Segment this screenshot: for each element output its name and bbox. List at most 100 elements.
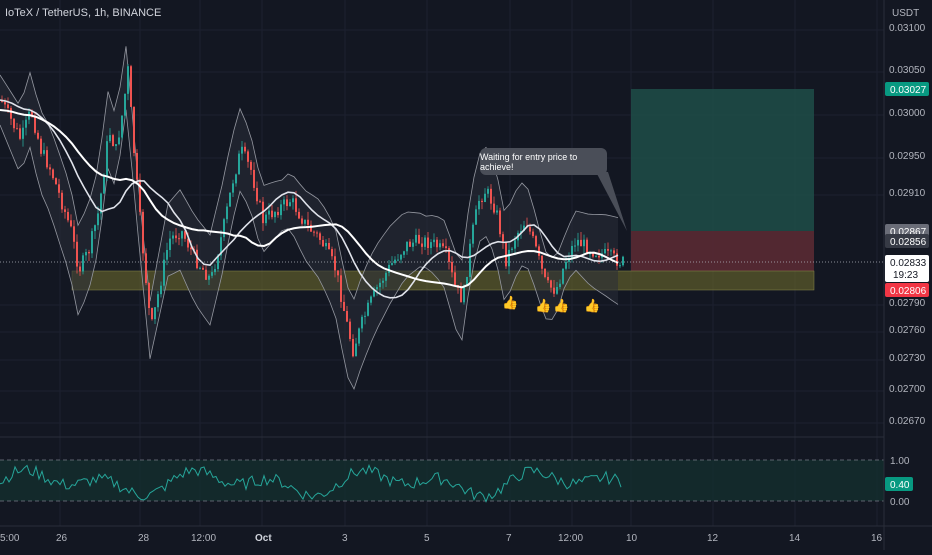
candle-body (118, 137, 120, 145)
candle-body (52, 169, 54, 179)
candle-body (580, 239, 582, 247)
price-tick: 0.03100 (889, 23, 926, 34)
candle-body (577, 239, 579, 246)
oscillator-value-badge (885, 477, 913, 491)
candle-body (553, 287, 555, 294)
candle-body (598, 255, 600, 258)
candle-body (100, 193, 102, 214)
candle-body (214, 269, 216, 273)
candle-body (274, 211, 276, 218)
symbol-title[interactable]: IoTeX / TetherUS, 1h, BINANCE (5, 7, 162, 19)
candle-body (205, 269, 207, 280)
candle-body (328, 243, 330, 250)
candle-body (307, 219, 309, 225)
candle-body (337, 270, 339, 276)
candle-body (505, 241, 507, 267)
candle-body (364, 315, 366, 317)
candle-body (481, 200, 483, 203)
time-label: 5:00 (0, 533, 20, 544)
candle-body (547, 276, 549, 281)
candle-body (79, 266, 81, 272)
candle-body (283, 199, 285, 205)
price-tick: 0.02790 (889, 298, 926, 309)
candle-body (313, 231, 315, 233)
candle-body (247, 151, 249, 162)
time-label: 28 (138, 533, 150, 544)
candle-body (250, 161, 252, 170)
candle-body (130, 66, 132, 107)
candle-body (616, 253, 618, 266)
target-zone[interactable] (631, 89, 814, 231)
candle-body (106, 141, 108, 176)
candle-body (325, 243, 327, 247)
time-label: 12:00 (558, 533, 583, 544)
candle-body (289, 202, 291, 207)
candle-body (58, 184, 60, 193)
candle-body (46, 150, 48, 168)
price-tick: 0.02730 (889, 353, 926, 364)
callout-pointer (596, 172, 627, 231)
candle-body (565, 261, 567, 269)
stop-price-badge (885, 283, 929, 297)
candle-body (586, 239, 588, 255)
stop-zone[interactable] (631, 231, 814, 271)
candle-body (349, 321, 351, 339)
stop-price-label: 0.02806 (890, 286, 927, 297)
candle-body (103, 175, 105, 194)
bollinger-upper (0, 46, 619, 302)
candle-body (109, 135, 111, 142)
candle-body (394, 259, 396, 264)
candle-body (391, 263, 393, 265)
candle-body (67, 211, 69, 221)
candle-body (226, 206, 228, 220)
candle-body (316, 232, 318, 234)
candle-body (496, 210, 498, 213)
price-tick: 0.03000 (889, 108, 926, 119)
candle-body (268, 210, 270, 215)
thumbs-up-icon: 👍 (584, 298, 600, 313)
candle-body (382, 280, 384, 283)
candle-body (253, 169, 255, 188)
candle-body (361, 316, 363, 329)
candle-body (355, 343, 357, 357)
candle-body (181, 231, 183, 239)
candle-body (232, 183, 234, 193)
candle-body (37, 132, 39, 139)
entry-callout[interactable]: Waiting for entry price to achieve! (480, 148, 607, 175)
candle-body (412, 242, 414, 247)
time-label: 5 (424, 533, 430, 544)
candle-body (607, 249, 609, 251)
candle-body (448, 248, 450, 262)
candle-body (115, 144, 117, 147)
candle-body (304, 219, 306, 224)
candle-body (358, 328, 360, 344)
time-label: 12 (707, 533, 719, 544)
currency-label: USDT (892, 8, 919, 19)
candle-body (172, 235, 174, 239)
candle-body (493, 203, 495, 213)
candle-body (346, 310, 348, 322)
candle-body (112, 135, 114, 147)
price-scale[interactable]: 0.03100 0.03050 0.03000 0.02950 0.02910 … (889, 23, 926, 427)
moving-averages (0, 99, 619, 299)
candle-body (61, 192, 63, 210)
time-axis[interactable]: 5:00 26 28 12:00 Oct 3 5 7 12:00 10 12 1… (0, 533, 883, 544)
target-price-label: 0.03027 (890, 85, 927, 96)
level-b-label: 0.02856 (890, 237, 927, 248)
candle-body (370, 296, 372, 303)
candle-body (25, 119, 27, 128)
candle-body (385, 272, 387, 281)
candle-body (256, 187, 258, 202)
candle-body (343, 301, 345, 311)
candle-body (259, 201, 261, 203)
candle-body (508, 249, 510, 267)
candle-body (475, 209, 477, 225)
thumbs-up-icon: 👍 (502, 295, 518, 310)
candle-body (220, 237, 222, 256)
candle-body (88, 252, 90, 254)
candle-body (190, 247, 192, 250)
oscillator-value-label: 0.40 (890, 480, 910, 491)
candle-body (490, 188, 492, 204)
